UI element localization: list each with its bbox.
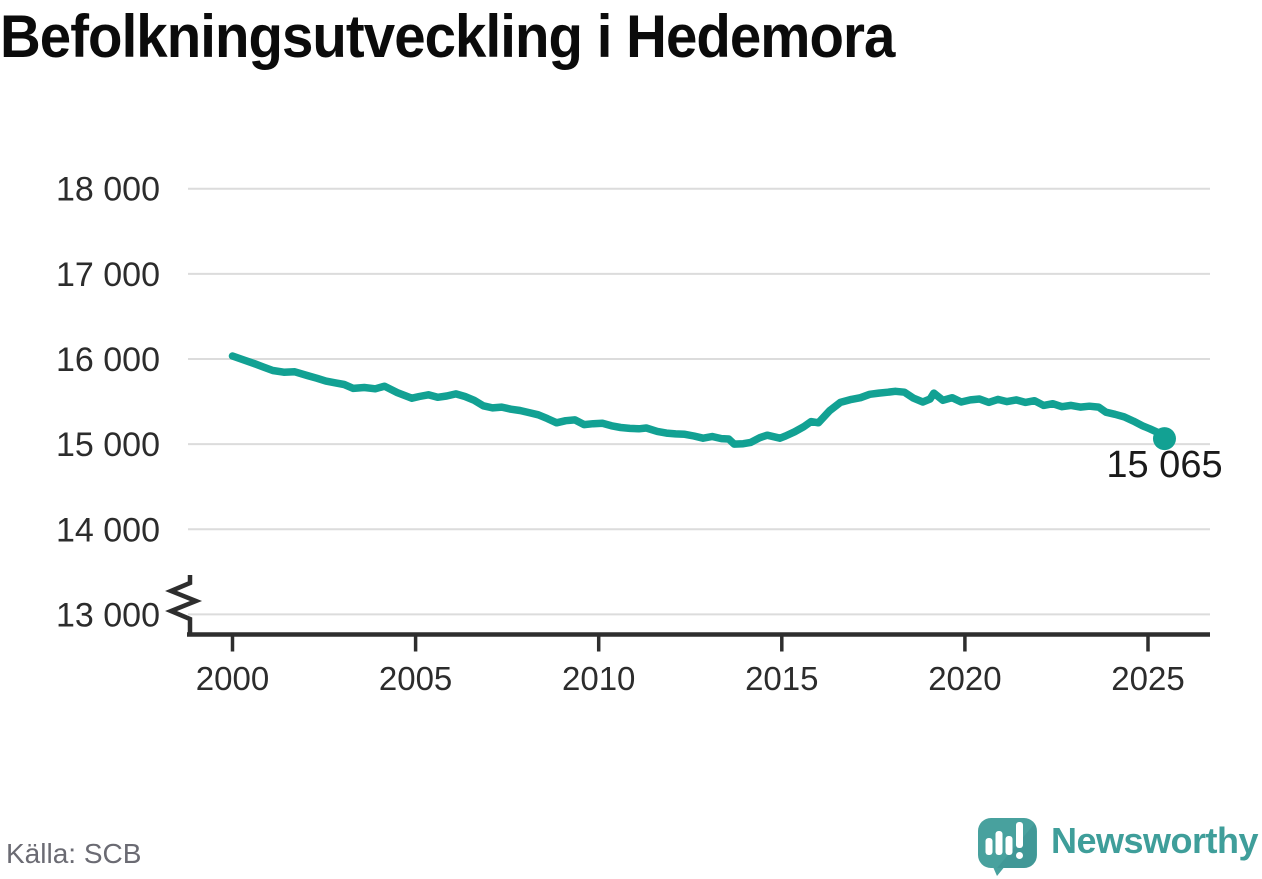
y-axis-labels: 18 000 17 000 16 000 15 000 14 000 13 000 (56, 171, 160, 635)
y-tick-label: 13 000 (56, 596, 160, 634)
latest-value-label: 15 065 (1106, 444, 1222, 486)
gridlines (188, 187, 1210, 616)
y-tick-label: 17 000 (56, 256, 160, 294)
x-tick-label: 2020 (928, 660, 1001, 697)
population-line (228, 352, 1169, 448)
y-tick-label: 18 000 (56, 171, 160, 209)
x-tick-label: 2000 (196, 660, 269, 697)
axis-break-icon (165, 575, 203, 636)
chart-title: Befolkningsutveckling i Hedemora (0, 3, 895, 70)
x-axis-labels: 2000 2005 2010 2015 2020 2025 (196, 660, 1185, 697)
logo-barchart-icon (985, 822, 1023, 859)
x-tick-label: 2010 (562, 660, 635, 697)
latest-point-marker (1152, 427, 1176, 451)
newsworthy-brand: Newsworthy (975, 810, 1259, 878)
x-tick-label: 2015 (745, 660, 818, 697)
x-tick-label: 2005 (379, 660, 452, 697)
source-note: Källa: SCB (6, 838, 142, 869)
x-axis-ticks (230, 636, 1150, 652)
x-tick-label: 2025 (1111, 660, 1184, 697)
newsworthy-wordmark: Newsworthy (1050, 820, 1259, 861)
newsworthy-logo-icon (977, 818, 1037, 876)
y-tick-label: 16 000 (56, 341, 160, 379)
y-tick-label: 14 000 (56, 511, 160, 549)
y-tick-label: 15 000 (56, 426, 160, 464)
